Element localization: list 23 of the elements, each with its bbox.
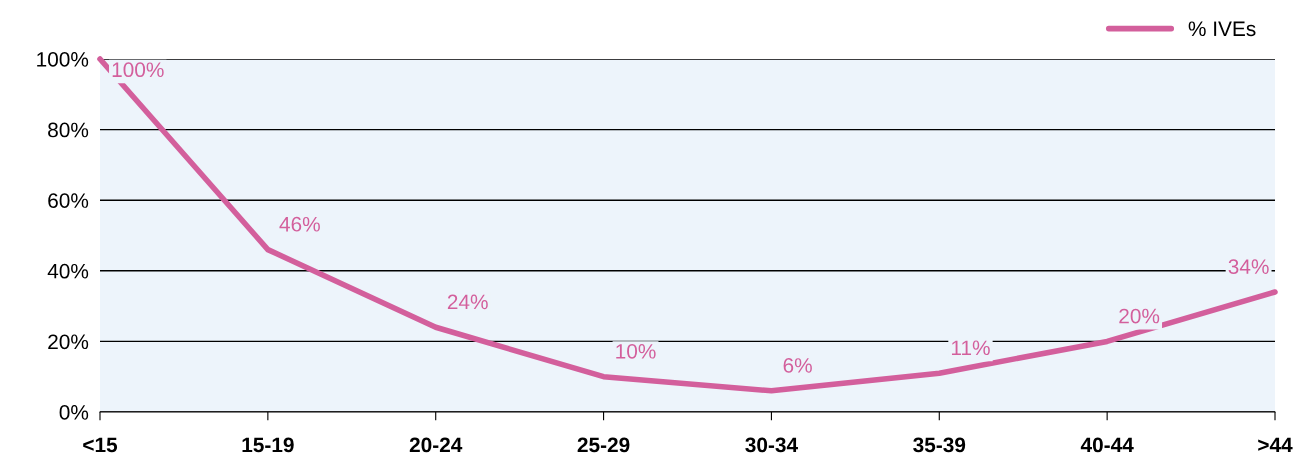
y-tick-label: 0%: [59, 405, 89, 420]
y-tick-label: 100%: [37, 52, 89, 67]
data-label: 11%: [951, 340, 990, 356]
x-tick-label: >44: [1258, 437, 1293, 453]
x-tick-label: 25-29: [577, 437, 630, 453]
x-tick-label: 30-34: [745, 437, 798, 453]
y-tick-label: 80%: [48, 122, 89, 138]
y-tick-label: 20%: [48, 334, 89, 350]
y-tick-label: 60%: [48, 193, 89, 208]
x-tick-label: 40-44: [1080, 437, 1134, 453]
x-tick-label: 15-19: [242, 437, 294, 453]
data-label: 20%: [1119, 308, 1160, 324]
data-label: 46%: [279, 216, 320, 232]
x-tick-label: 20-24: [409, 437, 463, 453]
x-tick-label: <15: [83, 437, 118, 453]
data-label: 6%: [783, 358, 812, 373]
data-label: 24%: [447, 294, 488, 310]
x-tick-label: 35-39: [913, 437, 966, 453]
data-label: 100%: [112, 62, 164, 78]
legend-label: % IVEs: [1188, 21, 1256, 37]
y-tick-label: 40%: [47, 263, 89, 279]
data-label: 34%: [1228, 259, 1269, 274]
data-label: 10%: [616, 343, 656, 359]
